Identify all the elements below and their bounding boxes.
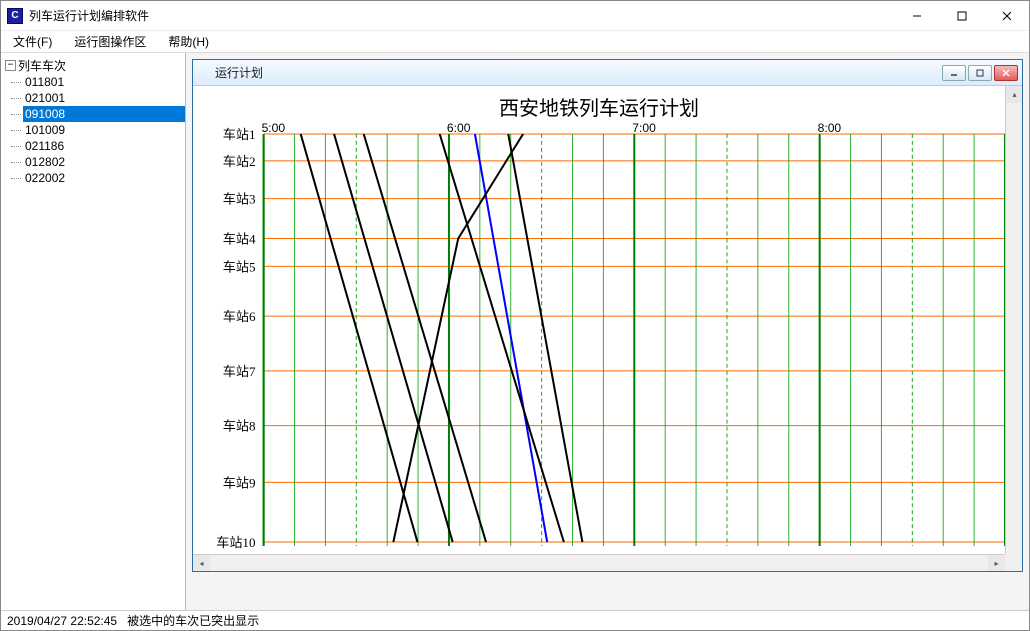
svg-text:5:00: 5:00: [262, 122, 286, 135]
app-title: 列车运行计划编排软件: [29, 7, 894, 24]
maximize-icon: [976, 69, 984, 77]
menubar: 文件(F) 运行图操作区 帮助(H): [1, 31, 1029, 53]
tree-toggle-icon[interactable]: −: [5, 60, 16, 71]
svg-text:车站2: 车站2: [223, 154, 256, 169]
tree-item-011801[interactable]: 011801: [23, 74, 185, 90]
minimize-icon: [912, 11, 922, 21]
svg-text:车站5: 车站5: [223, 259, 256, 274]
close-button[interactable]: [984, 1, 1029, 30]
svg-text:车站4: 车站4: [223, 232, 256, 247]
status-timestamp: 2019/04/27 22:52:45: [7, 614, 117, 628]
scroll-corner: [1005, 554, 1022, 571]
menu-help[interactable]: 帮助(H): [164, 31, 213, 52]
svg-text:车站7: 车站7: [223, 364, 256, 379]
child-close-button[interactable]: [994, 65, 1018, 81]
chart-title: 西安地铁列车运行计划: [193, 86, 1005, 123]
child-maximize-button[interactable]: [968, 65, 992, 81]
chart-body: 车站1 车站2 车站3 车站4 车站5 车站6 车站7 车站8 车站9 车站10 5:00 6:00 7…: [193, 122, 1005, 554]
scroll-left-icon[interactable]: ◂: [193, 555, 210, 572]
tree-children: 0118010210010910081010090211860128020220…: [23, 74, 185, 186]
svg-text:车站1: 车站1: [223, 127, 256, 142]
minimize-icon: [950, 69, 958, 77]
statusbar: 2019/04/27 22:52:45 被选中的车次已突出显示: [1, 610, 1029, 630]
scroll-right-icon[interactable]: ▸: [988, 555, 1005, 572]
child-minimize-button[interactable]: [942, 65, 966, 81]
scroll-up-icon[interactable]: ▴: [1006, 86, 1022, 103]
child-titlebar: 运行计划: [193, 60, 1022, 86]
tree-root-label: 列车车次: [18, 57, 66, 74]
menu-file[interactable]: 文件(F): [9, 31, 56, 52]
svg-text:车站8: 车站8: [223, 419, 256, 434]
tree-root[interactable]: − 列车车次: [5, 57, 185, 74]
svg-text:6:00: 6:00: [447, 122, 471, 135]
child-window-controls: [942, 65, 1022, 81]
svg-text:车站10: 车站10: [216, 535, 256, 550]
tree-item-012802[interactable]: 012802: [23, 154, 185, 170]
maximize-icon: [957, 11, 967, 21]
svg-text:车站6: 车站6: [223, 309, 256, 324]
tree-item-091008[interactable]: 091008: [23, 106, 185, 122]
svg-text:车站3: 车站3: [223, 192, 256, 207]
tree-item-022002[interactable]: 022002: [23, 170, 185, 186]
menu-diagram[interactable]: 运行图操作区: [70, 31, 150, 52]
child-window-title: 运行计划: [215, 64, 942, 81]
tree-panel: − 列车车次 011801021001091008101009021186012…: [1, 53, 186, 610]
app-icon: [7, 8, 23, 24]
close-icon: [1002, 69, 1010, 77]
tree-item-021001[interactable]: 021001: [23, 90, 185, 106]
svg-text:车站9: 车站9: [223, 475, 256, 490]
window-controls: [894, 1, 1029, 30]
vertical-scrollbar[interactable]: ▴: [1005, 86, 1022, 554]
close-icon: [1002, 11, 1012, 21]
horizontal-scrollbar[interactable]: ◂ ▸: [193, 554, 1005, 571]
child-app-icon: [197, 66, 211, 80]
svg-text:8:00: 8:00: [818, 122, 842, 135]
tree-item-021186[interactable]: 021186: [23, 138, 185, 154]
tree-item-101009[interactable]: 101009: [23, 122, 185, 138]
chart-container: 西安地铁列车运行计划 车站1车站2车站3车站4车站5车站6车站7车站8车站9车站…: [193, 86, 1022, 571]
mdi-area: 运行计划 西安地铁列车运行计划 车站1车站: [186, 53, 1029, 610]
main-titlebar: 列车运行计划编排软件: [1, 1, 1029, 31]
train-diagram-chart: 车站1 车站2 车站3 车站4 车站5 车站6 车站7 车站8 车站9 车站10 5:00 6:00 7…: [193, 122, 1005, 554]
child-window: 运行计划 西安地铁列车运行计划 车站1车站: [192, 59, 1023, 572]
chart-inner: 西安地铁列车运行计划 车站1车站2车站3车站4车站5车站6车站7车站8车站9车站…: [193, 86, 1005, 554]
minimize-button[interactable]: [894, 1, 939, 30]
maximize-button[interactable]: [939, 1, 984, 30]
svg-text:7:00: 7:00: [632, 122, 656, 135]
main-area: − 列车车次 011801021001091008101009021186012…: [1, 53, 1029, 610]
status-message: 被选中的车次已突出显示: [127, 612, 259, 629]
